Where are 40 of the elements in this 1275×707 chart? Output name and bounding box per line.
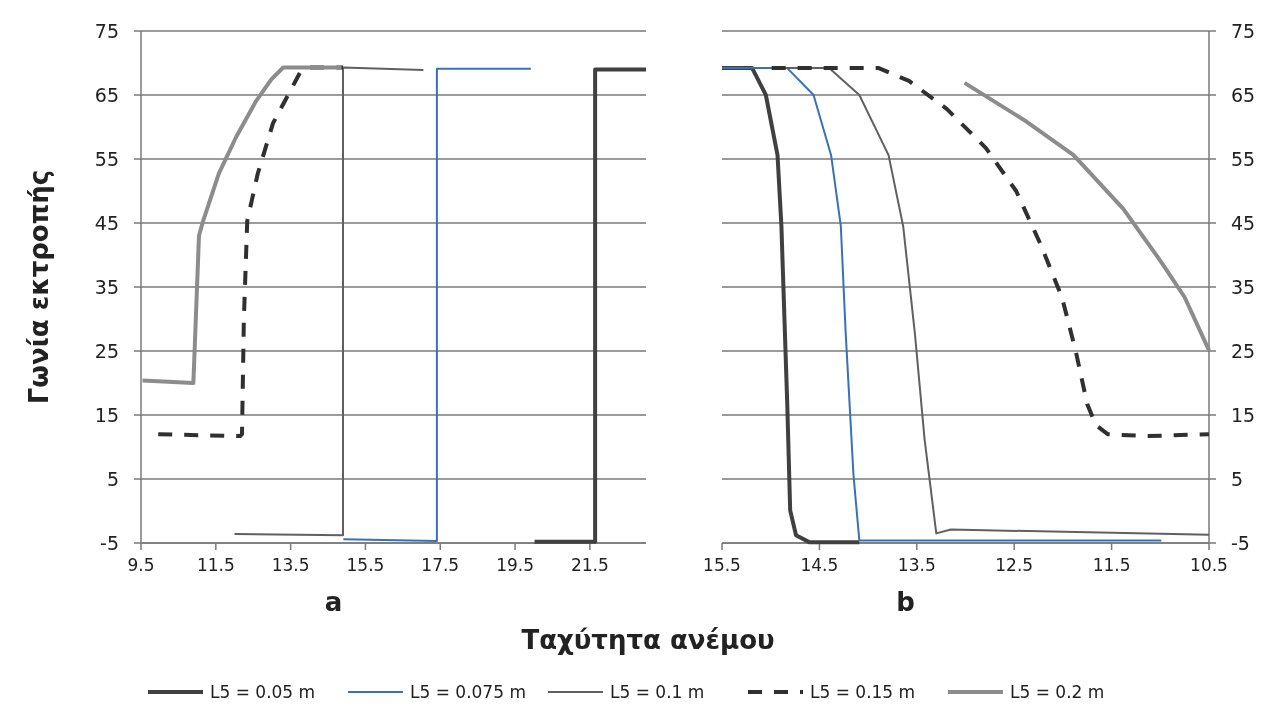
- text: Ταχύτητα ανέμου: [521, 625, 775, 655]
- y-tick-label: 35: [1231, 276, 1256, 298]
- x-tick-label: 12.5: [995, 555, 1034, 575]
- legend-label: L5 = 0.2 m: [1010, 682, 1105, 702]
- x-tick-label: 11.5: [1092, 555, 1131, 575]
- y-axis-title: Γωνία εκτροπής: [24, 169, 54, 405]
- x-tick-label: 15.5: [703, 555, 741, 575]
- x-axis-title: b: [896, 587, 915, 617]
- y-tick-label: 45: [94, 212, 119, 234]
- y-tick-label: 15: [94, 404, 119, 426]
- y-tick-label: 5: [1231, 468, 1244, 490]
- x-tick-label: 9.5: [127, 555, 155, 575]
- legend-label: L5 = 0.1 m: [610, 682, 705, 702]
- y-tick-label: 65: [94, 84, 119, 106]
- y-tick-label: 15: [1231, 404, 1256, 426]
- x-tick-label: 13.5: [897, 555, 936, 575]
- y-tick-label: 75: [1231, 20, 1256, 42]
- x-tick-label: 13.5: [271, 555, 310, 575]
- x-tick-label: 15.5: [346, 555, 385, 575]
- y-tick-label: 35: [94, 276, 119, 298]
- y-tick-label: 55: [94, 148, 119, 170]
- y-tick-label: 45: [1231, 212, 1256, 234]
- x-tick-label: 21.5: [570, 555, 609, 575]
- y-tick-label: 65: [1231, 84, 1256, 106]
- x-tick-label: 14.5: [800, 555, 839, 575]
- y-tick-label: -5: [100, 532, 119, 554]
- legend-label: L5 = 0.075 m: [410, 682, 526, 702]
- legend-label: L5 = 0.15 m: [810, 682, 916, 702]
- x-tick-label: 17.5: [421, 555, 460, 575]
- y-tick-label: 75: [94, 20, 119, 42]
- x-tick-label: 19.5: [496, 555, 534, 575]
- y-tick-label: 5: [106, 468, 119, 490]
- x-axis-title: a: [324, 587, 343, 617]
- y-tick-label: 55: [1231, 148, 1256, 170]
- y-tick-label: -5: [1231, 532, 1250, 554]
- y-tick-label: 25: [94, 340, 119, 362]
- x-tick-label: 11.5: [196, 555, 235, 575]
- y-tick-label: 25: [1231, 340, 1256, 362]
- legend-label: L5 = 0.05 m: [210, 682, 316, 702]
- x-tick-label: 10.5: [1190, 555, 1228, 575]
